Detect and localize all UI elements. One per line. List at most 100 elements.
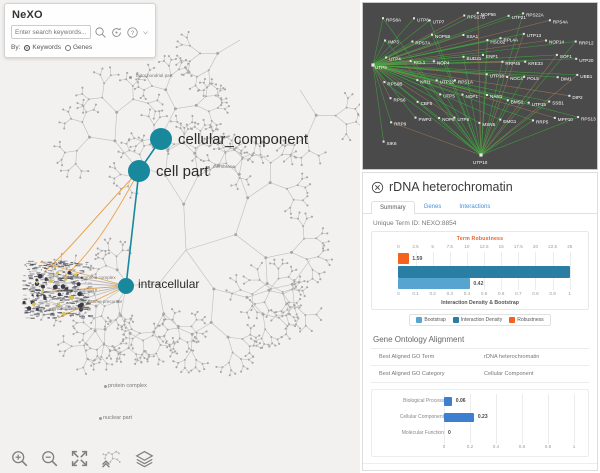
svg-text:UTP13: UTP13 [527, 33, 542, 38]
search-by-label: By: [11, 44, 21, 51]
svg-text:KRE33: KRE33 [528, 61, 543, 66]
svg-text:ENP1: ENP1 [486, 54, 498, 59]
svg-text:UTP10: UTP10 [473, 160, 488, 165]
axis-tick: 0.8 [532, 291, 539, 296]
zoom-in-icon[interactable] [10, 449, 29, 468]
layers-icon[interactable] [135, 449, 154, 468]
svg-text:PWP2: PWP2 [419, 117, 432, 122]
ontology-minor-label: ribonucleoprotein complex [62, 275, 116, 280]
axis-tick: 0.6 [518, 444, 526, 449]
svg-text:RPS6: RPS6 [394, 97, 406, 102]
svg-text:RPS9B: RPS9B [387, 81, 402, 86]
ontology-node-small[interactable] [207, 166, 210, 169]
zoom-out-icon[interactable] [40, 449, 59, 468]
tab-genes[interactable]: Genes [423, 204, 442, 210]
bar-boot [398, 278, 471, 289]
bar-value-label: 0.42 [473, 281, 484, 287]
svg-text:RPS1A: RPS1A [458, 80, 474, 85]
axis-tick: 0.4 [463, 291, 471, 296]
table-row: Best Aligned GO Category Cellular Compon… [371, 366, 589, 383]
search-icon[interactable] [94, 26, 107, 39]
radio-genes-dot[interactable] [64, 44, 71, 51]
legend-label-robustness: Robustness [517, 317, 544, 323]
chevron-down-icon[interactable] [142, 26, 149, 39]
unique-term-id: Unique Term ID: NEXO:8854 [373, 220, 457, 227]
svg-text:RPS8A: RPS8A [386, 17, 402, 22]
interaction-network-panel[interactable]: RPS8A UTP6 UTP7 RPS17B NOP56 UTP21 RPS22A RPS4A… [362, 2, 598, 170]
ontology-node-small[interactable] [99, 417, 102, 420]
svg-text:EMG1: EMG1 [503, 119, 516, 124]
axis-tick: 0.7 [515, 291, 522, 296]
svg-text:NAN1: NAN1 [490, 94, 503, 99]
svg-text:NOP58: NOP58 [435, 34, 451, 39]
axis-tick: 20 [532, 244, 539, 249]
fit-to-screen-icon[interactable] [70, 449, 89, 468]
graph-toolbar [0, 443, 360, 473]
table-cell-value: Cellular Component [484, 371, 534, 377]
svg-text:RRP9: RRP9 [394, 122, 407, 127]
svg-text:UTP21: UTP21 [512, 15, 527, 20]
svg-text:RRP45: RRP45 [505, 61, 520, 66]
ontology-node-intracellular[interactable] [118, 278, 134, 294]
close-circle-icon[interactable] [371, 181, 384, 194]
chart-gridline [574, 394, 575, 444]
axis-tick: 25 [567, 244, 573, 249]
bar-value-label: 1.59 [412, 256, 423, 262]
bar-value-label: 0.23 [477, 414, 488, 420]
go-alignment-table: Best Aligned GO Term rDNA heterochromati… [371, 348, 589, 383]
radio-genes[interactable]: Genes [64, 44, 92, 51]
chart-gridline [496, 394, 497, 444]
svg-text:UTP8: UTP8 [457, 117, 469, 122]
ontology-minor-label: protein complex [108, 383, 147, 389]
ontology-node-cellular-component[interactable] [150, 128, 172, 150]
ontology-tree-graphic [22, 31, 360, 377]
help-icon[interactable]: ? [126, 26, 139, 39]
ontology-node-small[interactable] [104, 385, 107, 388]
search-input[interactable] [11, 25, 91, 39]
svg-text:NOP6: NOP6 [442, 117, 455, 122]
svg-text:BMS1: BMS1 [511, 100, 524, 105]
chart-gridline [548, 394, 549, 444]
axis-tick: 0 [397, 291, 400, 296]
ontology-minor-label: cytosolic ribosome [52, 306, 90, 311]
ontology-graph-panel[interactable]: cellular_component cell part intracellul… [0, 0, 360, 473]
axis-tick: 0.9 [549, 291, 556, 296]
radio-keywords[interactable]: Keywords [24, 44, 61, 51]
ontology-minor-label: ribosomal subunit [58, 288, 95, 293]
chart-legend: Bootstrap Interaction Density Robustness [371, 314, 589, 326]
ontology-node-small[interactable] [129, 76, 132, 79]
legend-swatch-interaction-density [452, 317, 459, 323]
axis-tick: 0.1 [412, 291, 419, 296]
svg-text:SIK6: SIK6 [387, 141, 397, 146]
svg-text:RCL1: RCL1 [414, 60, 426, 65]
ontology-minor-label: mitochondrial part [136, 73, 173, 78]
bar-dens [398, 266, 570, 278]
legend-swatch-robustness [509, 317, 516, 323]
chart-plot-area: 1.59 0.42 [378, 252, 582, 290]
bar-rob [398, 253, 410, 264]
tab-interactions[interactable]: Interactions [459, 204, 491, 210]
radio-keywords-label: Keywords [32, 44, 61, 51]
axis-tick: 12.5 [479, 244, 489, 249]
refresh-icon[interactable] [110, 26, 123, 39]
svg-text:SOF1: SOF1 [560, 54, 572, 59]
chart-top-axis: 0 2.5 5 7.5 10 12.5 15 17.5 20 22.5 25 [378, 244, 582, 252]
svg-text:RPL4A: RPL4A [504, 37, 519, 42]
axis-tick: 0.2 [466, 444, 474, 449]
tab-summary[interactable]: Summary [371, 201, 415, 214]
ontology-node-cell-part[interactable] [128, 160, 150, 182]
svg-text:RPS7A: RPS7A [415, 41, 431, 46]
detail-tabs: Summary Genes Interactions [363, 200, 597, 214]
svg-text:BUD21: BUD21 [467, 56, 482, 61]
section-title-biological-process: Biological Process [363, 463, 597, 470]
page-title: rDNA heterochromatin [389, 180, 513, 194]
radio-keywords-dot[interactable] [24, 44, 31, 51]
axis-tick: 0 [442, 444, 446, 449]
svg-text:SSA1: SSA1 [466, 34, 478, 39]
detail-header: rDNA heterochromatin [363, 173, 597, 197]
collapse-network-icon[interactable] [100, 449, 124, 468]
svg-text:UTP4: UTP4 [389, 57, 401, 62]
axis-tick: 2.5 [412, 244, 419, 249]
